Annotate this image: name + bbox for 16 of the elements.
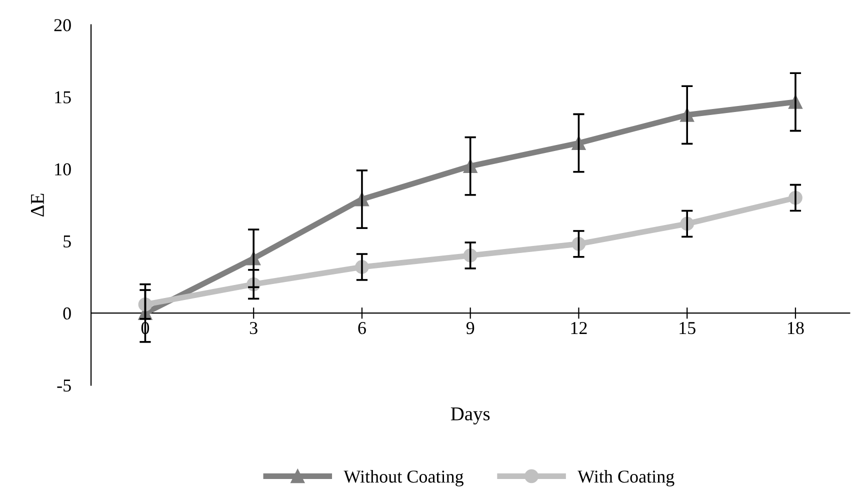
x-tick-label: 9: [466, 322, 474, 334]
x-tick-label: 18: [788, 322, 804, 334]
y-axis-title: ΔE: [31, 194, 44, 216]
y-tick-label: 5: [64, 235, 71, 248]
y-tick-label: 15: [55, 91, 71, 104]
x-tick-label: 15: [680, 322, 696, 334]
x-tick-label: 6: [358, 322, 366, 334]
x-tick-label: 12: [571, 322, 587, 334]
x-axis-title: Days: [450, 408, 490, 424]
legend-label: Without Coating: [344, 470, 464, 486]
legend-label: With Coating: [578, 470, 674, 486]
y-tick-label: 0: [63, 307, 71, 320]
x-tick-label: 3: [250, 322, 258, 334]
y-tick-label: 10: [55, 163, 71, 176]
y-tick-label: -5: [57, 380, 71, 392]
y-tick-label: 20: [54, 19, 71, 32]
